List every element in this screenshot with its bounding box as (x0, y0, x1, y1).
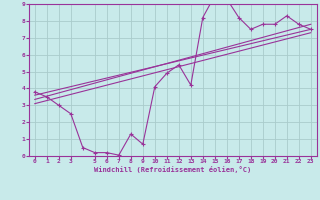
X-axis label: Windchill (Refroidissement éolien,°C): Windchill (Refroidissement éolien,°C) (94, 166, 252, 173)
